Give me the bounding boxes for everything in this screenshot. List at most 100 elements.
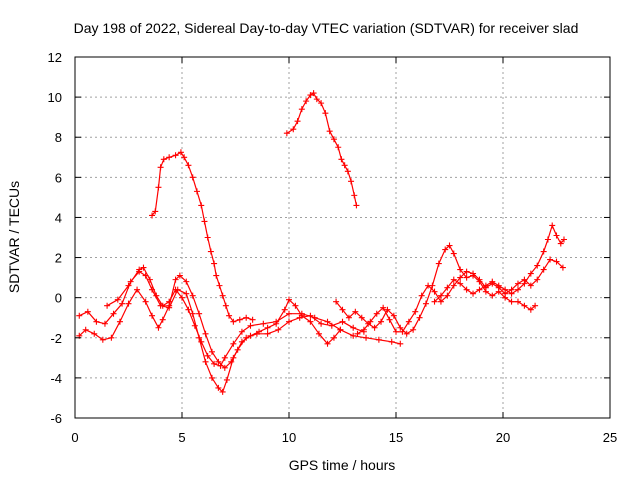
data-point [219,292,226,299]
data-point [230,318,237,325]
data-point [476,286,483,293]
data-point [273,318,280,325]
data-point [215,384,222,391]
data-point [76,312,83,319]
data-point [211,360,218,367]
data-point [183,278,190,285]
data-point [354,330,361,337]
data-point [152,208,159,215]
data-point [204,234,211,241]
data-point [375,336,382,343]
data-point [553,258,560,265]
data-point [142,298,149,305]
data-point [275,326,282,333]
data-point [337,326,344,333]
data-point [230,340,237,347]
y-axis-label: SDTVAR / TECUs [6,181,22,293]
x-tick-label: 5 [178,430,185,445]
data-point [191,322,198,329]
data-point [534,262,541,269]
data-point [514,280,521,287]
axis-ticks: 0 5 10 15 20 25 -6 -4 -2 0 2 4 6 8 10 12 [48,50,618,445]
data-point [228,358,235,365]
data-point [416,314,423,321]
data-point [422,300,429,307]
data-point [166,154,173,161]
data-point [489,292,496,299]
data-point [108,334,115,341]
data-point [363,334,370,341]
data-point [502,286,509,293]
data-point [344,168,351,175]
data-point [193,188,200,195]
data-point [221,354,228,361]
data-point [425,282,432,289]
data-point [223,376,230,383]
data-point [318,100,325,107]
data-point [450,282,457,289]
data-point [384,306,391,313]
data-point [172,152,179,159]
data-point [495,282,502,289]
data-point [311,314,318,321]
data-point [339,306,346,313]
data-point [341,162,348,169]
data-point [202,330,209,337]
grid [75,57,610,418]
data-point [201,218,208,225]
y-tick-label: -6 [50,411,62,426]
y-tick-label: 10 [48,90,62,105]
data-point [358,314,365,321]
data-point [153,292,160,299]
data-point [345,314,352,321]
data-point [234,346,241,353]
data-point [326,128,333,135]
data-point [307,318,314,325]
data-point [412,308,419,315]
data-point [324,340,331,347]
data-point [310,90,317,97]
data-point [202,358,209,365]
data-point [283,130,290,137]
y-tick-label: 0 [55,291,62,306]
data-point [189,310,196,317]
data-point [435,260,442,267]
data-point [450,276,457,283]
data-point [286,310,292,317]
x-tick-label: 25 [603,430,617,445]
data-point [470,270,477,277]
data-point [286,318,292,325]
data-point [437,298,444,305]
data-point [313,96,320,103]
data-point [296,314,303,321]
data-point [307,92,314,99]
data-point [403,330,410,337]
data-point [521,302,528,309]
data-point [547,256,554,263]
x-tick-label: 20 [496,430,510,445]
data-point [335,144,342,151]
data-point [553,232,560,239]
data-point [177,149,184,156]
data-point [350,324,357,331]
data-point [397,324,404,331]
data-point [532,302,539,309]
data-point [155,184,162,191]
data-point [393,328,399,335]
data-point [450,250,457,257]
data-point [110,310,117,317]
x-axis-label: GPS time / hours [289,457,396,473]
data-point [457,280,464,287]
data-point [208,348,215,355]
data-point [172,276,179,283]
data-point [179,294,185,301]
y-tick-label: 4 [55,210,62,225]
data-point [463,274,470,281]
data-point [482,282,489,289]
data-point [390,312,397,319]
data-point [91,330,98,337]
data-point [221,364,228,371]
data-point [236,316,243,323]
y-tick-label: 12 [48,50,62,65]
data-point [149,312,156,319]
